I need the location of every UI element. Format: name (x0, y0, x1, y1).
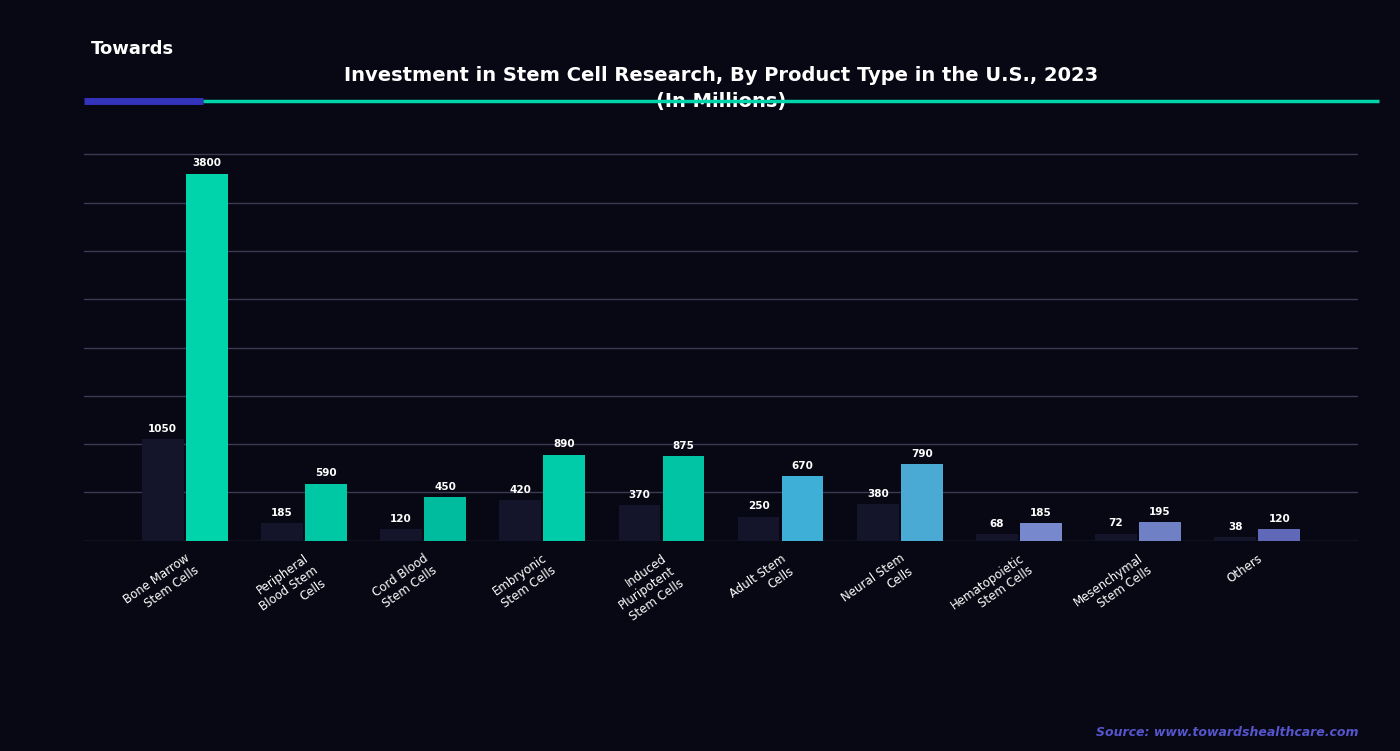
Bar (1259, 529, 1301, 541)
Title: Investment in Stem Cell Research, By Product Type in the U.S., 2023
(In Millions: Investment in Stem Cell Research, By Pro… (344, 66, 1098, 111)
Bar (381, 529, 421, 541)
Bar (902, 464, 942, 541)
Text: 250: 250 (748, 501, 770, 511)
Text: Source: www.towardshealthcare.com: Source: www.towardshealthcare.com (1095, 726, 1358, 739)
Text: 3800: 3800 (192, 158, 221, 168)
Bar (619, 505, 661, 541)
Text: Towards: Towards (91, 40, 174, 58)
Bar (305, 484, 347, 541)
Text: 185: 185 (272, 508, 293, 517)
Bar (1021, 523, 1061, 541)
Bar (141, 439, 183, 541)
Bar (662, 456, 704, 541)
Text: 68: 68 (990, 519, 1004, 529)
Bar (1095, 534, 1137, 541)
Bar (738, 517, 780, 541)
Text: 185: 185 (1030, 508, 1051, 517)
Text: 890: 890 (553, 439, 575, 449)
Bar (857, 504, 899, 541)
Text: 38: 38 (1228, 522, 1242, 532)
Bar (500, 500, 540, 541)
Bar (424, 497, 466, 541)
Bar (260, 523, 302, 541)
Text: 590: 590 (315, 469, 337, 478)
Text: 450: 450 (434, 482, 456, 492)
Text: 420: 420 (510, 485, 531, 495)
Text: 72: 72 (1109, 518, 1123, 529)
Text: 120: 120 (1268, 514, 1291, 524)
Text: 1050: 1050 (148, 424, 178, 434)
Bar (543, 455, 585, 541)
Text: 670: 670 (791, 460, 813, 471)
Text: 195: 195 (1149, 507, 1170, 517)
Bar (1140, 522, 1182, 541)
Text: 120: 120 (391, 514, 412, 524)
Bar (976, 534, 1018, 541)
Text: 380: 380 (867, 489, 889, 499)
Text: 370: 370 (629, 490, 651, 499)
Text: 875: 875 (672, 441, 694, 451)
Bar (781, 476, 823, 541)
Bar (1214, 537, 1256, 541)
Bar (186, 173, 228, 541)
Text: 790: 790 (911, 449, 932, 459)
